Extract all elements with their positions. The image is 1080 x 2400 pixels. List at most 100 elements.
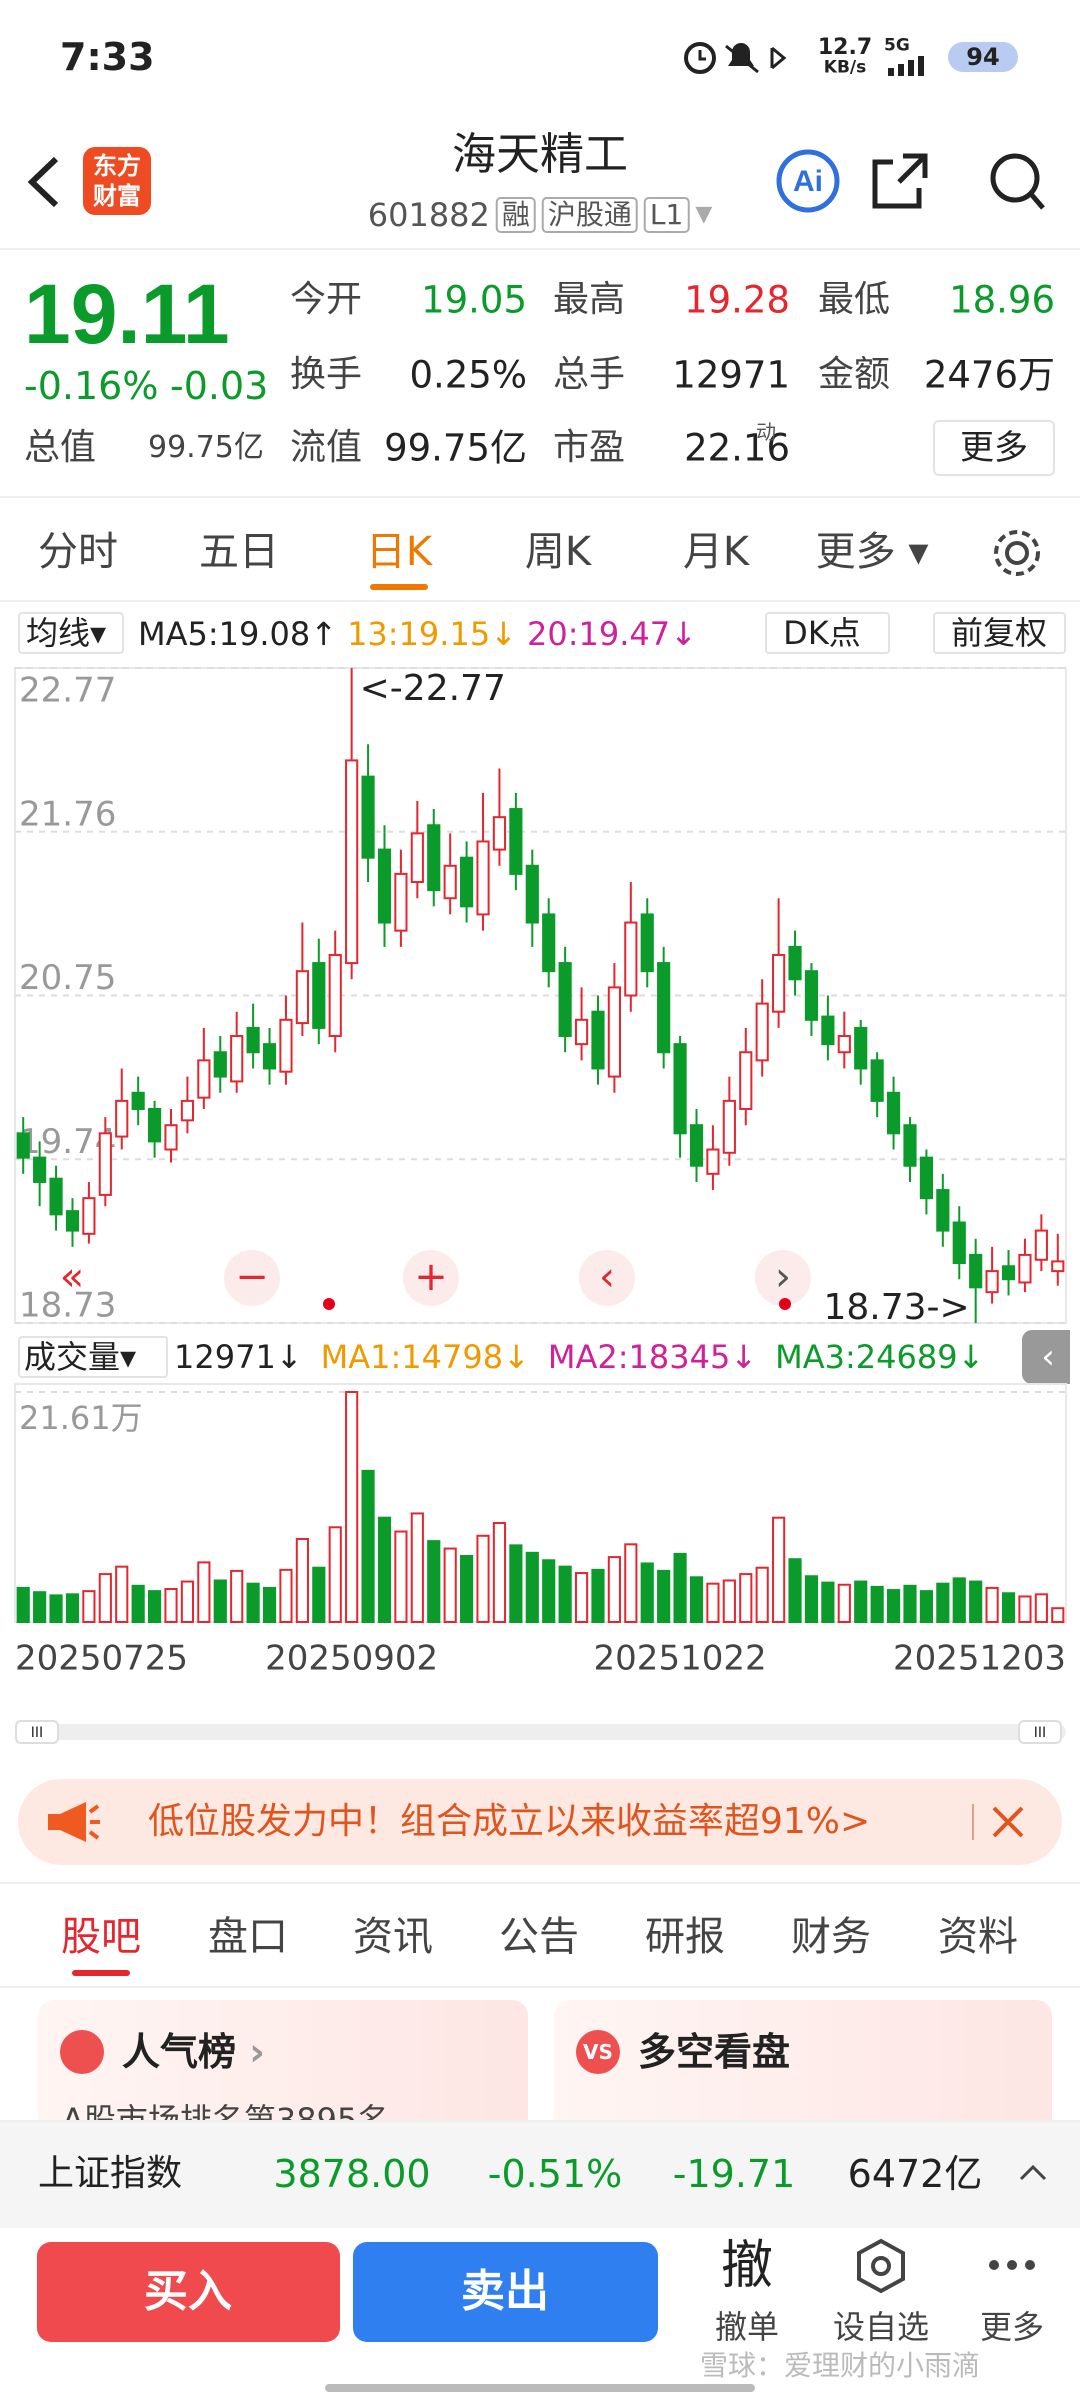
candle-body [82, 1197, 96, 1235]
volume-bar [246, 1582, 260, 1624]
more-action-label[interactable]: 更多 [979, 2308, 1045, 2346]
period-tab[interactable]: 更多 ▾ [815, 529, 929, 575]
volume-bar [115, 1565, 129, 1624]
index-change: -19.71 [672, 2152, 796, 2196]
volume-bar [213, 1579, 227, 1624]
last-price: 19.11 [24, 267, 230, 361]
ma-select[interactable] [18, 612, 124, 654]
content-tab[interactable]: 股吧 [61, 1914, 141, 1960]
candle-body [689, 1124, 704, 1167]
period-tab[interactable]: 日K [365, 529, 433, 575]
chart-nav[interactable]: « − + ‹ › [40, 1248, 820, 1310]
scroll-handle[interactable]: III [15, 1720, 59, 1744]
period-tab[interactable]: 周K [524, 529, 592, 575]
card[interactable] [554, 2000, 1052, 2140]
sell-button[interactable] [353, 2242, 658, 2342]
banner-text: 低位股发力中！组合成立以来收益率超91%> [148, 1801, 871, 1842]
volume-bar [574, 1572, 589, 1623]
volume-bar [476, 1534, 490, 1624]
buy-label: 买入 [144, 2266, 232, 2317]
candle-body [755, 1002, 769, 1062]
min-annotation: 18.73-> [823, 1287, 969, 1328]
card[interactable] [38, 2000, 528, 2140]
settings-icon[interactable] [990, 526, 1044, 580]
volume-bar [98, 1573, 112, 1623]
stat-value: 99.75亿 [384, 426, 527, 470]
watch-icon[interactable] [853, 2238, 909, 2294]
watch-label[interactable]: 设自选 [832, 2308, 930, 2346]
ma-legend-item: 13:19.15↓ [347, 615, 517, 653]
volume-legend-item: MA1:14798↓ [320, 1338, 530, 1376]
divider [0, 1986, 1080, 1988]
volume-legend-item: MA3:24689↓ [775, 1338, 985, 1376]
content-tab[interactable]: 财务 [791, 1914, 871, 1960]
volume-bar [410, 1512, 424, 1624]
volume-bar [1051, 1607, 1065, 1624]
period-tab[interactable]: 五日 [199, 529, 279, 575]
content-tab[interactable]: 资讯 [353, 1914, 433, 1960]
volume-bar [295, 1537, 309, 1624]
volume-bar [936, 1582, 950, 1624]
ma-label: 均线▾ [26, 614, 107, 652]
content-tab[interactable]: 研报 [645, 1914, 725, 1960]
header-actions[interactable]: Ai [775, 148, 1045, 214]
volume-bar [262, 1586, 277, 1623]
y-tick-label: 21.76 [19, 794, 116, 834]
candle-body [969, 1253, 983, 1289]
stat-label: 金额 [818, 354, 891, 395]
content-tab[interactable]: 盘口 [208, 1914, 288, 1960]
adjust-button[interactable] [933, 612, 1066, 654]
scroll-track[interactable] [15, 1724, 1066, 1740]
period-tab[interactable]: 分时 [38, 529, 118, 575]
buy-button[interactable] [37, 2242, 340, 2342]
candle-body [624, 921, 638, 997]
content-tab[interactable]: 公告 [499, 1914, 579, 1960]
collapse-button[interactable] [1022, 1330, 1070, 1384]
index-turnover: 6472亿 [847, 2152, 983, 2196]
status-icons [684, 42, 787, 74]
candle-body [1051, 1260, 1065, 1273]
volume-bar [525, 1551, 539, 1624]
volume-bar [1034, 1593, 1048, 1624]
more-button[interactable] [933, 420, 1055, 476]
candle-body [640, 913, 654, 973]
pe-mark: 动 [756, 420, 776, 444]
y-tick-label: 20.75 [19, 958, 116, 998]
logo-text: 东方 [93, 152, 141, 180]
volume-bar [673, 1552, 687, 1624]
expand-icon[interactable] [1018, 2162, 1048, 2182]
index-bar[interactable] [0, 2120, 1080, 2228]
divider [0, 248, 1080, 250]
candle-body [361, 775, 375, 859]
volume-bar [1018, 1595, 1032, 1624]
candle-body [312, 962, 326, 1029]
svg-text:‹: ‹ [599, 1254, 615, 1300]
volume-bar [788, 1558, 802, 1623]
stock-name: 海天精工 [452, 129, 628, 180]
candle-body [197, 1059, 211, 1099]
cancel-icon[interactable]: 撤 [720, 2236, 774, 2296]
promo-banner[interactable] [18, 1779, 1062, 1865]
volume-bar [706, 1582, 720, 1624]
tab-underline [72, 1970, 130, 1976]
close-icon[interactable] [990, 1804, 1026, 1840]
candle-body [952, 1221, 966, 1265]
cancel-label[interactable]: 撤单 [714, 2308, 780, 2346]
y-tick-label: 18.73 [19, 1286, 116, 1326]
volume-bar [755, 1566, 769, 1624]
candle-body [574, 1018, 589, 1046]
max-annotation: <-22.77 [360, 668, 506, 709]
period-tab[interactable]: 月K [682, 529, 750, 575]
change: -0.03 [170, 364, 269, 408]
volume-select[interactable] [18, 1336, 168, 1378]
volume-bar [689, 1576, 704, 1623]
content-tab[interactable]: 资料 [938, 1914, 1018, 1960]
net-unit: KB/s [823, 57, 867, 78]
dk-label: DK点 [783, 614, 861, 652]
dk-button[interactable] [765, 612, 890, 654]
more-icon[interactable] [986, 2255, 1038, 2275]
stat-label: 市盈 [553, 427, 626, 468]
candle-body [377, 848, 392, 924]
back-button[interactable] [22, 155, 66, 209]
scroll-handle[interactable]: III [1018, 1720, 1062, 1744]
